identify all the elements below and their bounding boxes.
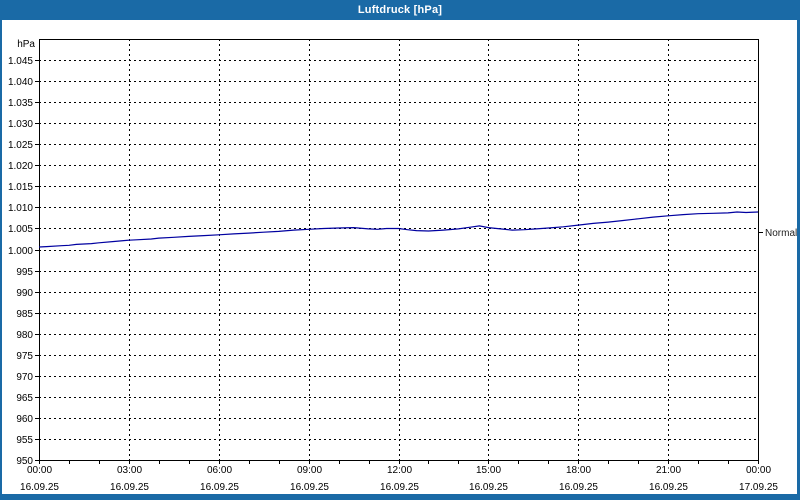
window-title: Luftdruck [hPa]: [357, 4, 443, 16]
x-tick-date: 16.09.25: [110, 482, 149, 493]
y-tick-label: 995: [16, 267, 33, 278]
pressure-line: [38, 211, 759, 248]
y-tick-label: 1.030: [8, 119, 33, 130]
y-tick-label: 1.035: [8, 98, 33, 109]
normal-label: Normal: [765, 228, 797, 239]
x-tick-date: 16.09.25: [20, 482, 59, 493]
x-tick-time: 03:00: [117, 465, 142, 476]
x-tick-date: 16.09.25: [559, 482, 598, 493]
x-tick-date: 16.09.25: [200, 482, 239, 493]
x-tick-date: 16.09.25: [649, 482, 688, 493]
y-tick-label: 960: [16, 414, 33, 425]
plot-border: [39, 39, 759, 461]
window-title-bar[interactable]: Luftdruck [hPa]: [0, 0, 800, 20]
y-axis-unit-label: hPa: [17, 39, 35, 50]
x-tick-date: 17.09.25: [739, 482, 778, 493]
y-tick-label: 1.020: [8, 161, 33, 172]
y-tick-label: 1.005: [8, 224, 33, 235]
x-tick-time: 21:00: [656, 465, 681, 476]
y-tick-label: 980: [16, 330, 33, 341]
x-tick-date: 16.09.25: [380, 482, 419, 493]
x-tick-time: 18:00: [566, 465, 591, 476]
x-tick-time: 15:00: [476, 465, 501, 476]
y-tick-label: 1.025: [8, 140, 33, 151]
y-tick-label: 975: [16, 351, 33, 362]
x-tick-date: 16.09.25: [290, 482, 329, 493]
y-tick-label: 1.015: [8, 182, 33, 193]
y-tick-label: 1.000: [8, 246, 33, 257]
x-tick-time: 12:00: [387, 465, 412, 476]
y-tick-label: 1.010: [8, 203, 33, 214]
x-tick-time: 00:00: [746, 465, 771, 476]
chart-panel: 1.045 1.040 1.035 1.030 1.025 1.020 1.015 1.010…: [2, 20, 797, 494]
x-tick-date: 16.09.25: [469, 482, 508, 493]
x-tick-time: 09:00: [297, 465, 322, 476]
y-tick-label: 1.045: [8, 56, 33, 67]
y-tick-label: 990: [16, 288, 33, 299]
pressure-chart: 1.045 1.040 1.035 1.030 1.025 1.020 1.015 1.010…: [8, 39, 797, 493]
y-tick-label: 1.040: [8, 77, 33, 88]
y-tick-label: 970: [16, 372, 33, 383]
y-tick-label: 965: [16, 393, 33, 404]
x-tick-time: 00:00: [27, 465, 52, 476]
x-tick-time: 06:00: [207, 465, 232, 476]
y-tick-label: 955: [16, 435, 33, 446]
y-tick-label: 950: [16, 456, 33, 467]
y-tick-label: 985: [16, 309, 33, 320]
